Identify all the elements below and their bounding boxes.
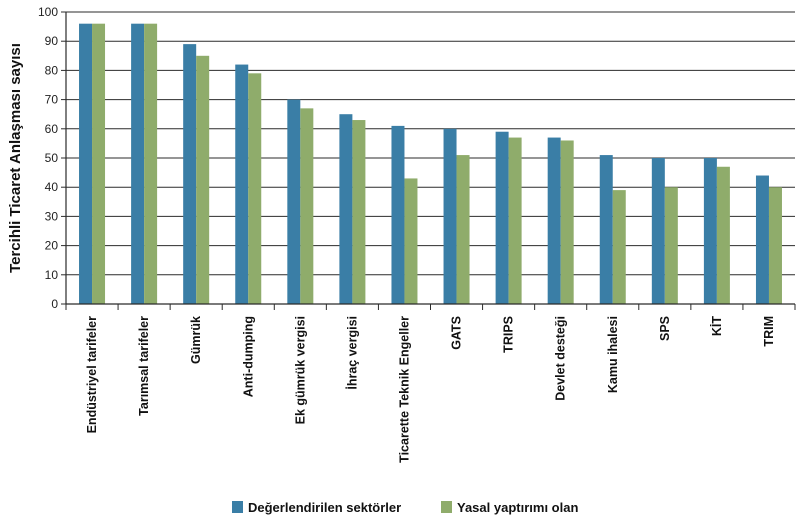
y-tick-label: 100 — [38, 5, 58, 19]
bar-degerlendirilen-3 — [235, 64, 249, 304]
legend-swatch — [232, 501, 243, 513]
bar-degerlendirilen-0 — [79, 23, 93, 305]
x-category-label: TRIPS — [502, 316, 516, 353]
legend-label: Değerlendirilen sektörler — [248, 500, 401, 515]
bar-degerlendirilen-11 — [651, 158, 665, 304]
bar-yasal-6 — [404, 178, 418, 304]
x-category-label: Devlet desteği — [554, 316, 568, 401]
y-tick-label: 80 — [45, 63, 59, 77]
bar-degerlendirilen-7 — [443, 128, 457, 304]
bar-yasal-5 — [352, 120, 366, 304]
bar-degerlendirilen-13 — [755, 175, 769, 304]
legend: Değerlendirilen sektörler Yasal yaptırımı… — [232, 500, 578, 515]
gridlines — [66, 11, 795, 276]
x-axis-labels: Endüstriyel tarifeler Tarımsal tarifeler G… — [85, 316, 776, 463]
legend-label: Yasal yaptırımı olan — [457, 500, 578, 515]
y-axis-title: Tercihli Ticaret Anlaşması sayısı — [7, 43, 24, 273]
bar-yasal-8 — [508, 137, 522, 304]
x-category-label: Ticarette Teknik Engeller — [397, 316, 411, 463]
x-category-label: KİT — [709, 316, 724, 337]
y-tick-label: 30 — [45, 209, 59, 223]
x-category-label: Endüstriyel tarifeler — [85, 316, 99, 434]
bar-degerlendirilen-1 — [131, 23, 145, 305]
x-category-label: İhraç vergisi — [344, 316, 359, 390]
y-tick-label: 70 — [45, 93, 59, 107]
bar-yasal-10 — [612, 190, 626, 304]
y-tick-label: 0 — [51, 297, 58, 311]
x-category-label: Anti-dumping — [241, 316, 255, 397]
bar-degerlendirilen-4 — [287, 99, 301, 304]
bar-degerlendirilen-5 — [339, 114, 353, 304]
y-tick-label: 20 — [45, 239, 59, 253]
x-category-label: SPS — [658, 316, 672, 341]
bar-degerlendirilen-9 — [547, 137, 561, 304]
axes — [65, 12, 796, 310]
bar-yasal-13 — [768, 187, 782, 304]
bar-yasal-9 — [560, 140, 574, 304]
y-tick-label: 50 — [45, 151, 59, 165]
bar-yasal-4 — [300, 108, 314, 304]
bar-degerlendirilen-8 — [495, 131, 509, 304]
x-category-label: GATS — [450, 316, 464, 350]
bar-yasal-11 — [664, 187, 678, 304]
x-category-label: Tarımsal tarifeler — [137, 316, 151, 416]
bar-yasal-7 — [456, 155, 470, 304]
bar-degerlendirilen-6 — [391, 125, 405, 304]
x-category-label: Kamu ihalesi — [606, 316, 620, 393]
x-category-label: Gümrük — [189, 316, 203, 364]
x-category-label: Ek gümrük vergisi — [293, 316, 307, 424]
bar-yasal-1 — [144, 23, 158, 305]
y-tick-label: 40 — [45, 180, 59, 194]
bar-yasal-3 — [248, 73, 262, 304]
y-axis-ticks: 0 10 20 30 40 50 60 70 80 90 100 — [38, 5, 66, 311]
bar-yasal-12 — [716, 166, 730, 304]
bar-degerlendirilen-2 — [183, 44, 197, 305]
bars — [79, 23, 782, 305]
bar-yasal-2 — [196, 55, 210, 304]
y-tick-label: 60 — [45, 122, 59, 136]
bar-degerlendirilen-10 — [599, 155, 613, 304]
bar-degerlendirilen-12 — [703, 158, 717, 304]
y-tick-label: 10 — [45, 268, 59, 282]
legend-swatch — [441, 501, 452, 513]
y-tick-label: 90 — [45, 34, 59, 48]
bar-yasal-0 — [92, 23, 106, 305]
x-category-label: TRIM — [762, 316, 776, 347]
